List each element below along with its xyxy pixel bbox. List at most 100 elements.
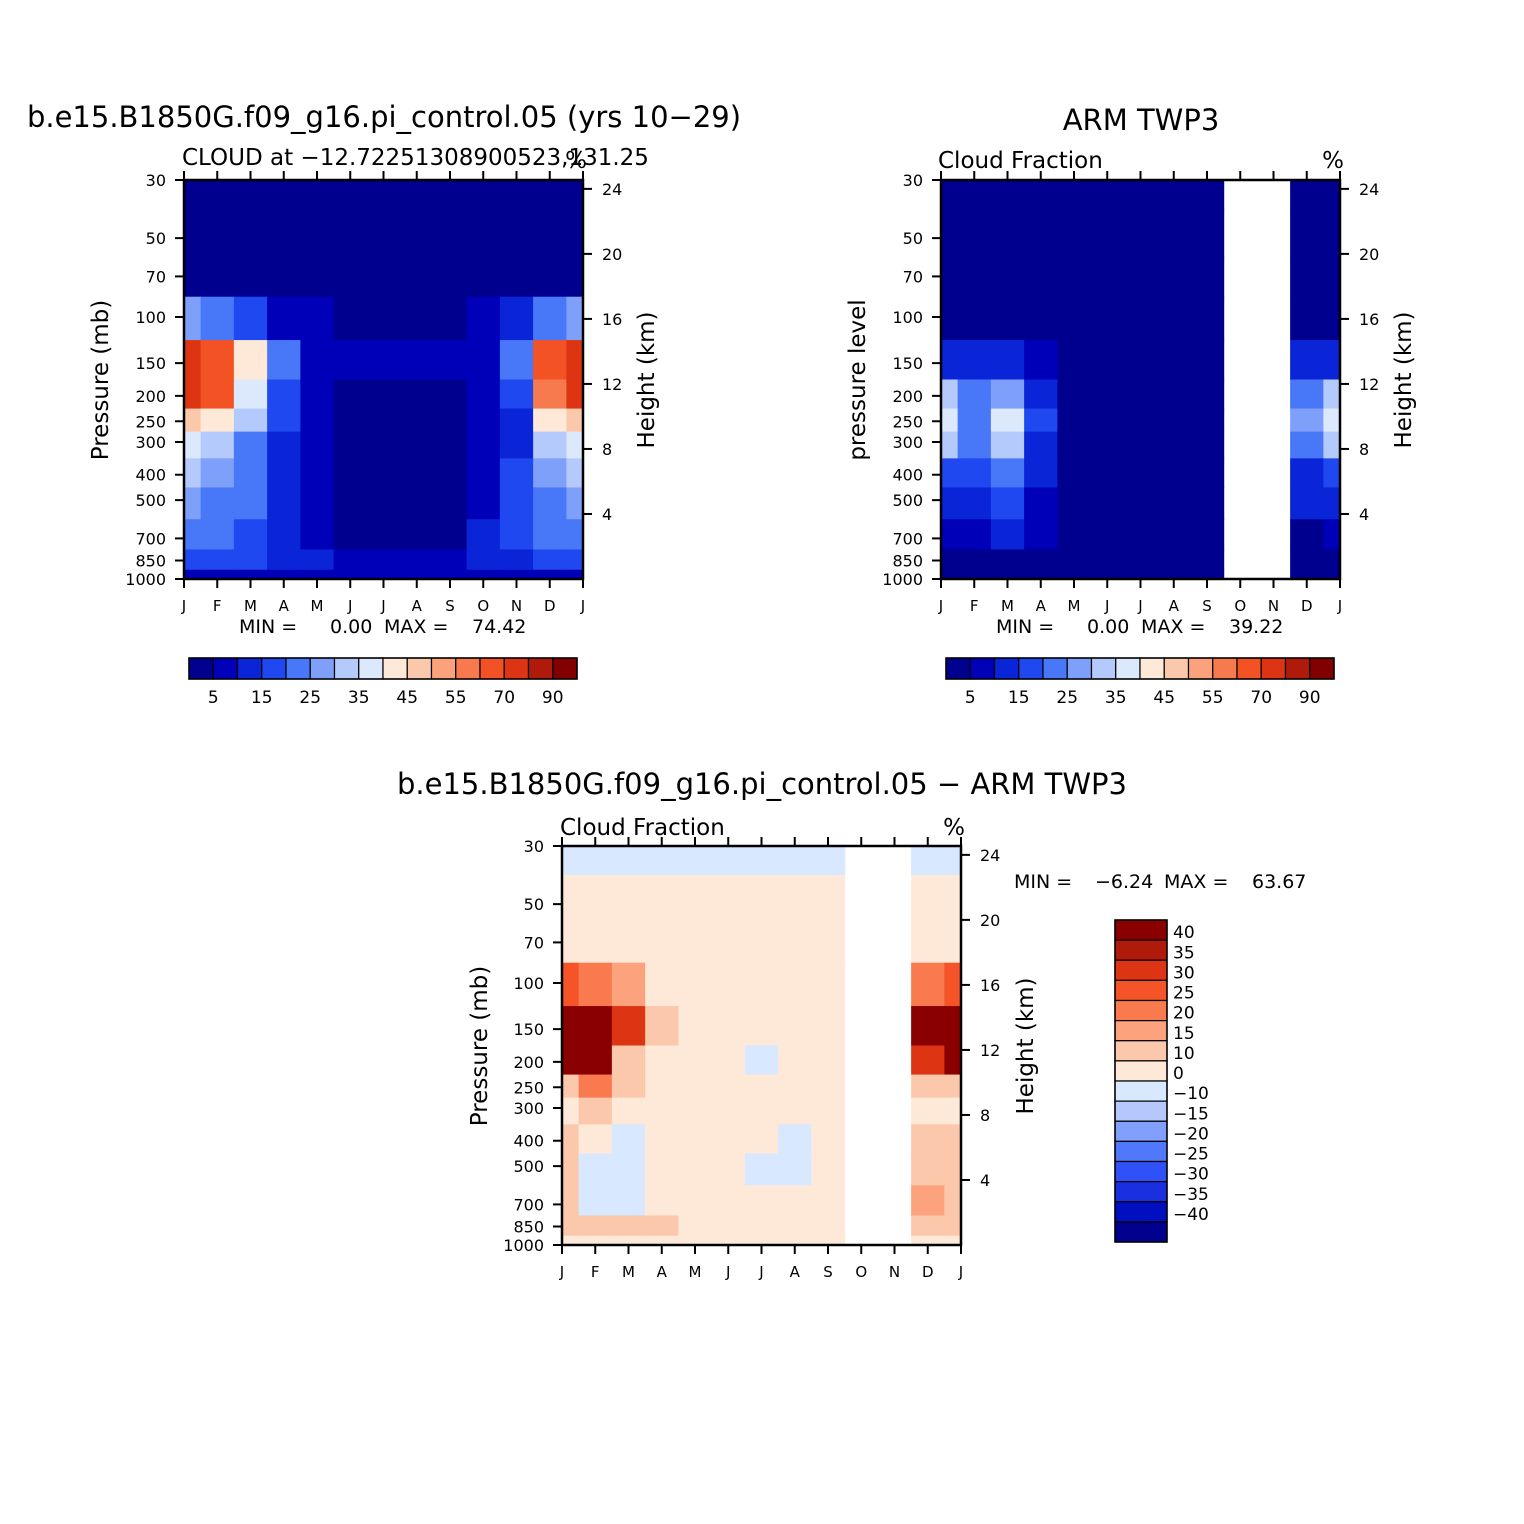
heatmap-cell <box>184 296 202 341</box>
heatmap-cell <box>941 257 959 298</box>
heatmap-cell <box>911 1006 945 1047</box>
heatmap-cell <box>645 1006 679 1047</box>
heatmap-cell <box>611 1215 646 1237</box>
heatmap-cell <box>1323 209 1341 258</box>
heatmap-cell <box>433 408 468 433</box>
heatmap-cell <box>1157 296 1191 341</box>
heatmap-cell <box>1323 458 1341 489</box>
y2-tick-label: 24 <box>980 846 1000 865</box>
heatmap-cell <box>366 340 401 381</box>
panel-title: ARM TWP3 <box>1063 103 1220 137</box>
heatmap-cell <box>184 431 202 459</box>
heatmap-cell <box>562 923 580 964</box>
heatmap-cell <box>1190 519 1225 551</box>
colorbar-swatch <box>236 657 263 680</box>
heatmap-cell <box>1157 340 1191 381</box>
heatmap-cell <box>562 875 580 924</box>
heatmap-cell <box>400 519 434 551</box>
heatmap-cell <box>499 379 534 410</box>
x-tick-label: J <box>758 1263 763 1281</box>
y2-tick-label: 16 <box>1359 310 1379 329</box>
heatmap-cell <box>1190 487 1225 520</box>
heatmap-cell <box>645 1235 679 1246</box>
y-tick-label: 300 <box>135 433 166 452</box>
x-tick-label: D <box>922 1263 934 1281</box>
heatmap-cell <box>911 1097 945 1125</box>
heatmap-cell <box>566 379 584 410</box>
heatmap-cell <box>300 180 335 210</box>
heatmap-cell <box>400 458 434 489</box>
units-label: % <box>1322 148 1344 174</box>
heatmap-cell <box>433 519 468 551</box>
heatmap-cell <box>778 1215 812 1237</box>
heatmap-cell <box>678 962 713 1007</box>
colorbar-swatch <box>309 657 336 680</box>
heatmap-cell <box>1024 209 1058 258</box>
y2-axis-label: Height (km) <box>1013 977 1039 1114</box>
heatmap-cell <box>333 487 368 520</box>
heatmap-cell <box>267 569 301 580</box>
heatmap-cell <box>944 1185 962 1217</box>
colorbar-swatch <box>1114 919 1168 941</box>
y-tick-label: 400 <box>135 466 166 485</box>
heatmap-cell <box>678 1006 713 1047</box>
colorbar-swatch <box>188 657 214 680</box>
heatmap-cell <box>1323 257 1341 298</box>
heatmap-cell <box>944 1215 962 1237</box>
colorbar-label: −40 <box>1173 1205 1209 1225</box>
heatmap-cell <box>911 1235 945 1246</box>
heatmap-cell <box>611 1074 646 1099</box>
heatmap-cell <box>1157 519 1191 551</box>
heatmap-cell <box>744 875 779 924</box>
heatmap-cell <box>1323 549 1341 571</box>
x-tick-label: J <box>1104 597 1109 615</box>
y-tick-label: 500 <box>513 1157 544 1176</box>
heatmap-cell <box>957 209 992 258</box>
heatmap-cell <box>744 1074 779 1099</box>
heatmap-cell <box>611 1045 646 1076</box>
min-value: 0.00 <box>330 616 372 638</box>
heatmap-cell <box>778 1074 812 1099</box>
x-tick-label: S <box>445 597 455 615</box>
colorbar-swatch <box>1163 657 1190 680</box>
colorbar-swatch <box>1042 657 1068 680</box>
heatmap-cell <box>778 1235 812 1246</box>
heatmap-cell <box>944 1097 962 1125</box>
colorbar-swatch <box>1114 959 1168 981</box>
heatmap-cell <box>184 487 202 520</box>
heatmap-cell <box>184 549 202 571</box>
heatmap-cell <box>566 431 584 459</box>
colorbar-label: 40 <box>1173 923 1195 943</box>
colorbar-swatch <box>1018 657 1044 680</box>
colorbar-label: 15 <box>1008 688 1030 708</box>
heatmap-cell <box>1157 549 1191 571</box>
heatmap-cell <box>1024 379 1058 410</box>
heatmap-cell <box>333 569 368 580</box>
y-tick-label: 70 <box>903 267 923 286</box>
heatmap-cell <box>941 296 959 341</box>
x-tick-label: M <box>311 597 324 615</box>
heatmap-cell <box>1290 431 1324 459</box>
heatmap-cell <box>184 458 202 489</box>
heatmap-cell <box>267 431 301 459</box>
colorbar-label: 10 <box>1173 1044 1195 1064</box>
x-tick-label: A <box>657 1263 668 1281</box>
heatmap-cell <box>533 408 567 433</box>
heatmap-cell <box>1157 180 1191 210</box>
colorbar-swatch <box>1114 1040 1168 1062</box>
heatmap-cell <box>1090 408 1125 433</box>
heatmap-cell <box>200 408 235 433</box>
heatmap-cell <box>1157 209 1191 258</box>
heatmap-cell <box>611 846 646 876</box>
heatmap-cell <box>333 408 368 433</box>
heatmap-cell <box>366 408 401 433</box>
heatmap-cell <box>1057 408 1092 433</box>
heatmap-cell <box>333 296 368 341</box>
heatmap-cell <box>645 1074 679 1099</box>
heatmap-cell <box>566 340 584 381</box>
heatmap-cell <box>466 296 501 341</box>
heatmap-cell <box>678 1185 713 1217</box>
y-tick-label: 100 <box>513 974 544 993</box>
colorbar-label: −25 <box>1173 1145 1209 1165</box>
y-tick-label: 250 <box>513 1078 544 1097</box>
